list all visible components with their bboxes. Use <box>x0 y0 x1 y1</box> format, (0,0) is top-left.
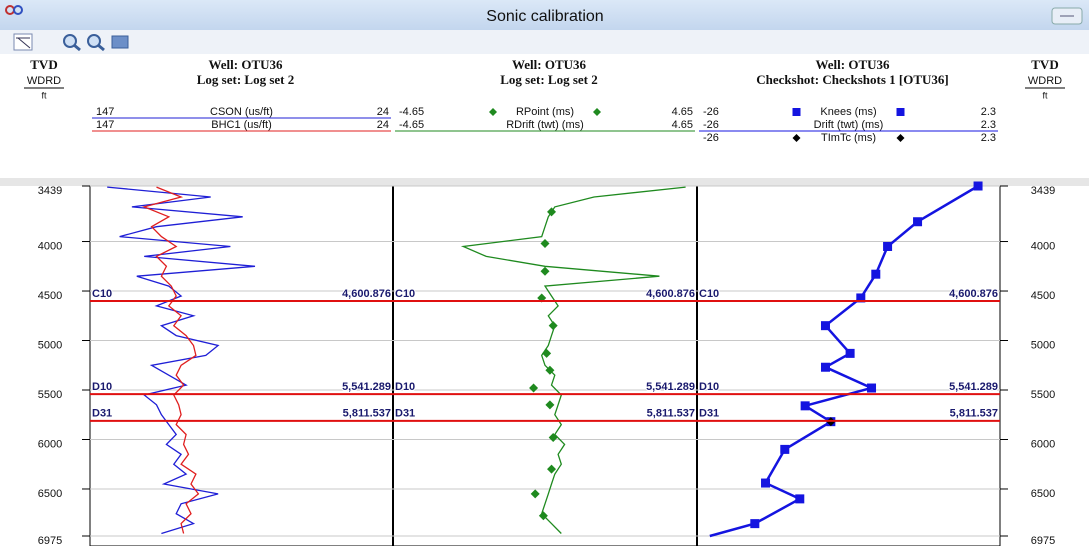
scale-max: 24 <box>377 119 389 131</box>
top-depth: 5,541.289 <box>342 381 391 393</box>
track-header: Well: OTU36 <box>208 57 283 72</box>
scale-max: 2.3 <box>981 132 996 144</box>
top-depth: 5,811.537 <box>950 408 998 420</box>
diamond-marker <box>489 108 497 116</box>
header-separator <box>0 178 1089 186</box>
track-header: Log set: Log set 2 <box>500 72 598 87</box>
scale-max: 2.3 <box>981 119 996 131</box>
depth-tick-label: 5000 <box>38 339 62 351</box>
depth-tick-label: 4500 <box>38 290 62 302</box>
diamond-marker <box>593 108 601 116</box>
depth-unit: ft <box>41 90 47 100</box>
top-name: D10 <box>699 381 719 393</box>
scale-max: 4.65 <box>672 119 693 131</box>
curve-name: RDrift (twt) (ms) <box>506 119 584 131</box>
depth-tick-label: 5500 <box>1031 389 1055 401</box>
curve-name: Knees (ms) <box>820 106 876 118</box>
depth-tick-label: 6500 <box>38 488 62 500</box>
depth-reference: WDRD <box>27 75 61 87</box>
diamond-marker <box>540 266 550 276</box>
depth-tick-label: 3439 <box>1031 185 1055 197</box>
diamond-marker <box>529 383 539 393</box>
depth-tick-label: 5500 <box>38 389 62 401</box>
diamond-marker <box>540 239 550 249</box>
depth-tick-label: 6975 <box>38 535 62 546</box>
top-name: D31 <box>395 408 415 420</box>
header-panel <box>0 54 1089 184</box>
top-name: C10 <box>395 288 415 300</box>
top-name: C10 <box>92 288 112 300</box>
scale-max: 24 <box>377 106 389 118</box>
toolbar <box>0 30 1089 54</box>
scale-max: 2.3 <box>981 106 996 118</box>
app-icon <box>5 5 23 15</box>
diamond-marker <box>530 489 540 499</box>
top-depth: 5,811.537 <box>343 408 391 420</box>
top-depth: 4,600.876 <box>342 288 391 300</box>
scale-min: -4.65 <box>399 106 424 118</box>
scale-min: -26 <box>703 132 719 144</box>
zoom-out-button[interactable] <box>87 34 105 52</box>
log-curve <box>107 186 256 535</box>
diamond-marker <box>548 321 558 331</box>
depth-title: TVD <box>1031 57 1058 72</box>
depth-tick-label: 3439 <box>38 185 62 197</box>
refresh-button[interactable] <box>111 35 129 49</box>
diamond-marker <box>545 400 555 410</box>
curve-name: RPoint (ms) <box>516 106 574 118</box>
top-depth: 5,541.289 <box>949 381 998 393</box>
top-depth: 5,811.537 <box>647 408 695 420</box>
depth-tick-label: 4000 <box>38 240 62 252</box>
title-bar <box>0 0 1089 30</box>
top-depth: 5,541.289 <box>646 381 695 393</box>
curve-name: TImTc (ms) <box>821 132 876 144</box>
depth-tick-label: 6000 <box>1031 438 1055 450</box>
scale-min: -26 <box>703 119 719 131</box>
depth-tick-label: 6000 <box>38 438 62 450</box>
top-name: C10 <box>699 288 719 300</box>
top-name: D31 <box>699 408 719 420</box>
scale-min: -4.65 <box>399 119 424 131</box>
zoom-in-button[interactable] <box>63 34 81 52</box>
track-header: Checkshot: Checkshots 1 [OTU36] <box>756 72 948 87</box>
window-title: Sonic calibration <box>486 8 603 25</box>
top-depth: 4,600.876 <box>646 288 695 300</box>
top-name: D10 <box>92 381 112 393</box>
toolbar-button[interactable] <box>13 33 33 51</box>
curve-name: BHC1 (us/ft) <box>211 119 272 131</box>
scale-max: 4.65 <box>672 106 693 118</box>
curve-name: Drift (twt) (ms) <box>814 119 884 131</box>
diamond-marker <box>896 134 905 142</box>
depth-tick-label: 4000 <box>1031 240 1055 252</box>
square-marker <box>896 108 905 116</box>
top-depth: 4,600.876 <box>949 288 998 300</box>
depth-reference: WDRD <box>1028 75 1062 87</box>
top-name: D10 <box>395 381 415 393</box>
depth-title: TVD <box>30 57 57 72</box>
depth-unit: ft <box>1042 90 1048 100</box>
log-curve <box>142 186 200 534</box>
diamond-marker <box>792 134 801 142</box>
scale-min: -26 <box>703 106 719 118</box>
log-curve <box>709 184 979 538</box>
depth-tick-label: 6500 <box>1031 488 1055 500</box>
square-marker <box>792 108 801 116</box>
track-header: Well: OTU36 <box>815 57 890 72</box>
depth-tick-label: 6975 <box>1031 535 1055 546</box>
track-header: Well: OTU36 <box>512 57 587 72</box>
scale-min: 147 <box>96 106 114 118</box>
log-curve <box>460 186 686 534</box>
curve-name: CSON (us/ft) <box>210 106 273 118</box>
top-name: D31 <box>92 408 112 420</box>
scale-min: 147 <box>96 119 114 131</box>
track-header: Log set: Log set 2 <box>197 72 295 87</box>
diamond-marker <box>547 464 557 474</box>
depth-tick-label: 4500 <box>1031 290 1055 302</box>
depth-tick-label: 5000 <box>1031 339 1055 351</box>
